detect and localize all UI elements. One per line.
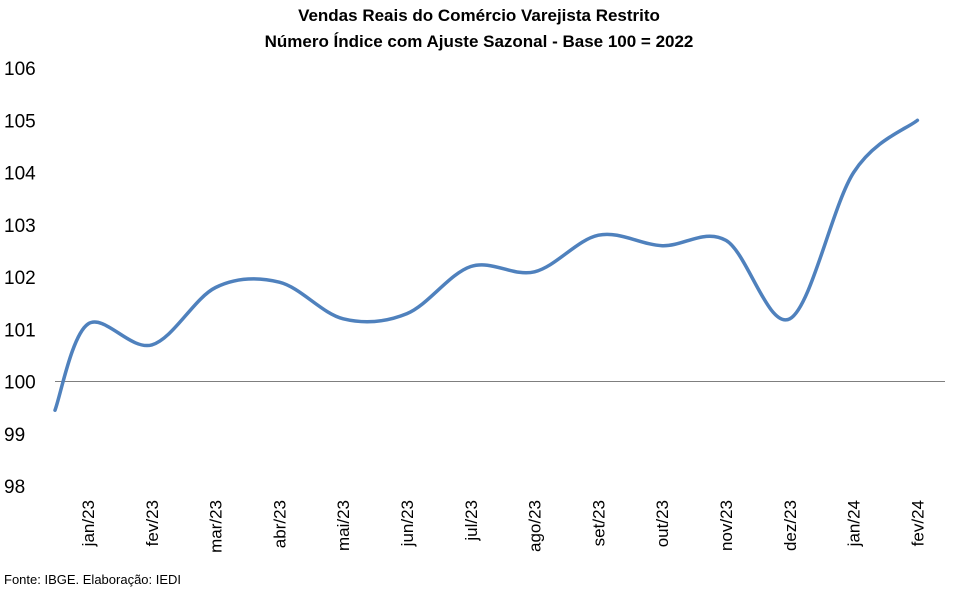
source-note: Fonte: IBGE. Elaboração: IEDI: [4, 572, 182, 587]
x-tick-label: set/23: [589, 500, 608, 546]
x-tick-label: fev/24: [908, 500, 927, 546]
y-tick-label: 100: [4, 373, 36, 394]
x-tick-label: dez/23: [781, 500, 800, 551]
chart-title: Vendas Reais do Comércio Varejista Restr…: [298, 6, 660, 25]
x-tick-label: jan/24: [845, 500, 864, 547]
y-tick-label: 103: [4, 216, 36, 237]
y-tick-label: 106: [4, 59, 36, 80]
x-tick-label: mai/23: [334, 500, 353, 551]
x-tick-label: mar/23: [207, 500, 226, 553]
x-axis: jan/23 fev/23 mar/23 abr/23 mai/23 jun/23 jul/…: [79, 500, 927, 553]
x-tick-label: out/23: [653, 500, 672, 547]
series-line: [53, 118, 920, 412]
y-tick-label: 99: [4, 425, 25, 446]
x-tick-label: fev/23: [143, 500, 162, 546]
y-tick-label: 101: [4, 320, 36, 341]
x-tick-label: ago/23: [526, 500, 545, 552]
x-tick-label: jan/23: [79, 500, 98, 547]
x-tick-label: abr/23: [270, 500, 289, 548]
y-axis: 98 99 100 101 102 103 104 105 106: [4, 59, 36, 498]
y-tick-label: 104: [4, 164, 36, 185]
chart-subtitle: Número Índice com Ajuste Sazonal - Base …: [264, 32, 694, 51]
y-tick-label: 102: [4, 268, 36, 289]
x-tick-label: nov/23: [717, 500, 736, 551]
y-tick-label: 98: [4, 477, 25, 498]
x-tick-label: jul/23: [462, 500, 481, 542]
x-tick-label: jun/23: [398, 500, 417, 547]
y-tick-label: 105: [4, 111, 36, 132]
